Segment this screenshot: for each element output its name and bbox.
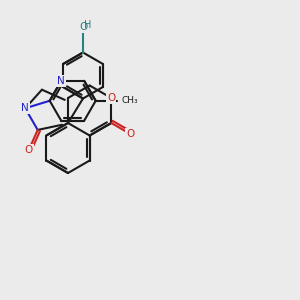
Text: N: N (21, 103, 29, 113)
Text: H: H (84, 20, 92, 30)
Text: O: O (107, 93, 116, 103)
Text: O: O (25, 145, 33, 155)
Text: CH₃: CH₃ (122, 96, 139, 105)
Text: N: N (57, 76, 65, 86)
Text: O: O (79, 22, 87, 32)
Text: O: O (126, 129, 134, 139)
